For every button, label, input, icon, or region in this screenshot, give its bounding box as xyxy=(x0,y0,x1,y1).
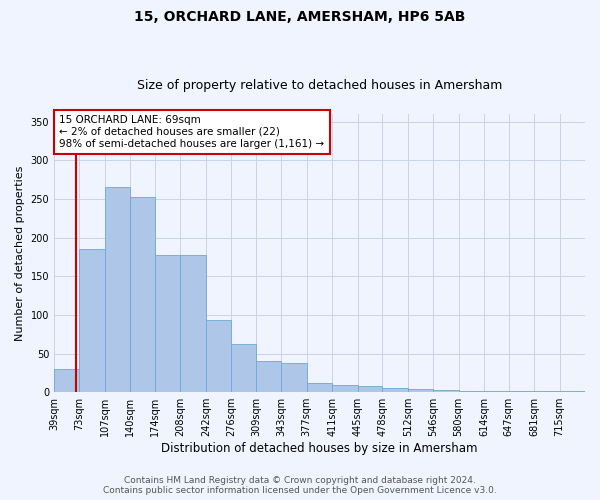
Bar xyxy=(105,188,130,392)
X-axis label: Distribution of detached houses by size in Amersham: Distribution of detached houses by size … xyxy=(161,442,478,455)
Text: 15, ORCHARD LANE, AMERSHAM, HP6 5AB: 15, ORCHARD LANE, AMERSHAM, HP6 5AB xyxy=(134,10,466,24)
Bar xyxy=(181,254,206,392)
Bar xyxy=(408,389,433,392)
Text: 15 ORCHARD LANE: 69sqm
← 2% of detached houses are smaller (22)
98% of semi-deta: 15 ORCHARD LANE: 69sqm ← 2% of detached … xyxy=(59,116,325,148)
Bar xyxy=(155,254,181,392)
Bar xyxy=(433,390,458,392)
Y-axis label: Number of detached properties: Number of detached properties xyxy=(15,166,25,341)
Bar xyxy=(231,344,256,392)
Bar xyxy=(206,320,231,392)
Bar xyxy=(79,249,105,392)
Bar xyxy=(130,196,155,392)
Bar xyxy=(307,383,332,392)
Bar xyxy=(256,362,281,392)
Bar xyxy=(281,363,307,392)
Bar xyxy=(358,386,382,392)
Bar xyxy=(382,388,408,392)
Text: Contains HM Land Registry data © Crown copyright and database right 2024.
Contai: Contains HM Land Registry data © Crown c… xyxy=(103,476,497,495)
Title: Size of property relative to detached houses in Amersham: Size of property relative to detached ho… xyxy=(137,79,502,92)
Bar xyxy=(54,369,79,392)
Bar xyxy=(332,386,358,392)
Bar xyxy=(458,390,484,392)
